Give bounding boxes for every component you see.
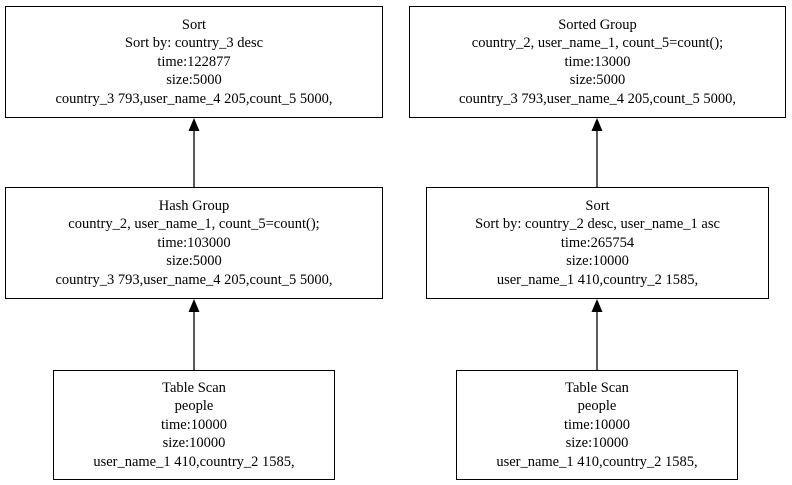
node-size: size:5000 — [166, 253, 222, 270]
node-title: Sort — [585, 197, 610, 214]
node-title: Sorted Group — [558, 16, 637, 33]
node-left-sort: Sort Sort by: country_3 desc time:122877… — [5, 6, 383, 118]
node-stats: user_name_1 410,country_2 1585, — [496, 453, 698, 470]
node-sort-key: Sort by: country_2 desc, user_name_1 asc — [475, 216, 720, 233]
node-stats: user_name_1 410,country_2 1585, — [93, 453, 295, 470]
node-time: time:122877 — [157, 53, 231, 70]
arrowhead-icon — [591, 299, 603, 312]
node-size: size:10000 — [566, 253, 629, 270]
node-title: Sort — [181, 16, 207, 33]
node-time: time:13000 — [564, 53, 631, 70]
node-title: Table Scan — [162, 379, 226, 396]
node-sort-key: Sort by: country_3 desc — [124, 35, 264, 52]
node-right-sort: Sort Sort by: country_2 desc, user_name_… — [426, 187, 769, 299]
node-size: size:5000 — [569, 72, 626, 89]
arrowhead-icon — [188, 118, 200, 131]
node-title: Hash Group — [158, 197, 230, 214]
node-time: time:265754 — [560, 234, 635, 251]
node-stats: country_3 793,user_name_4 205,count_5 50… — [55, 271, 333, 288]
node-left-hash-group: Hash Group country_2, user_name_1, count… — [5, 187, 383, 299]
node-right-table-scan: Table Scan people time:10000 size:10000 … — [456, 370, 738, 480]
node-table-name: people — [577, 398, 617, 415]
node-size: size:10000 — [565, 435, 629, 452]
node-left-table-scan: Table Scan people time:10000 size:10000 … — [53, 370, 335, 480]
node-size: size:5000 — [166, 72, 222, 89]
node-right-sorted-group: Sorted Group country_2, user_name_1, cou… — [409, 6, 786, 118]
node-stats: user_name_1 410,country_2 1585, — [496, 271, 699, 288]
arrowhead-icon — [188, 299, 200, 312]
node-table-name: people — [174, 398, 214, 415]
node-group-expression: country_2, user_name_1, count_5=count(); — [68, 216, 320, 233]
arrowhead-icon — [591, 118, 603, 131]
node-group-expression: country_2, user_name_1, count_5=count(); — [471, 35, 724, 52]
node-stats: country_3 793,user_name_4 205,count_5 50… — [458, 90, 737, 107]
node-time: time:103000 — [157, 234, 231, 251]
node-time: time:10000 — [160, 416, 228, 433]
node-title: Table Scan — [565, 379, 629, 396]
node-stats: country_3 793,user_name_4 205,count_5 50… — [55, 90, 333, 107]
node-time: time:10000 — [563, 416, 631, 433]
node-size: size:10000 — [162, 435, 226, 452]
